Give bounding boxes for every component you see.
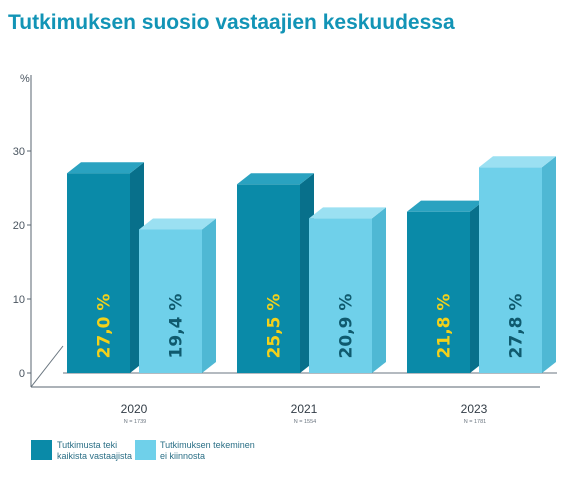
- chart-title: Tutkimuksen suosio vastaajien keskuudess…: [8, 11, 455, 34]
- x-tick-label: 2021: [291, 402, 318, 416]
- bar-value-label: 25,5 %: [265, 294, 285, 359]
- legend-swatch-series-2: [135, 440, 156, 460]
- sample-size-label: N = 1739: [124, 419, 146, 425]
- bar-side: [542, 156, 556, 373]
- bar-2023-series-2: 27,8 %: [479, 156, 556, 373]
- bar-2021-series-1: 25,5 %: [237, 173, 314, 373]
- bar-side: [372, 207, 386, 373]
- bar-value-label: 20,9 %: [337, 294, 357, 359]
- sample-size-label: N = 1554: [294, 419, 316, 425]
- bar-top: [67, 162, 144, 174]
- bar-value-label: 27,8 %: [507, 294, 527, 359]
- bar-front: [407, 211, 470, 373]
- x-tick-labels: 2020 N = 1739 2021 N = 1554 2023 N = 1781: [121, 402, 488, 425]
- bar-top: [479, 156, 556, 168]
- bar-2021-series-2: 20,9 %: [309, 207, 386, 373]
- y-tick-label: 10: [13, 294, 25, 306]
- bar-top: [309, 207, 386, 219]
- x-tick-label: 2020: [121, 402, 148, 416]
- y-tick-labels: 0 10 20 30: [13, 146, 31, 380]
- bar-2020-series-1: 27,0 %: [67, 162, 144, 373]
- bar-value-label: 19,4 %: [167, 294, 187, 359]
- bar-front: [479, 167, 542, 373]
- y-axis-unit: %: [20, 73, 30, 85]
- bar-top: [139, 218, 216, 230]
- bar-top: [407, 200, 484, 212]
- bar-front: [237, 184, 300, 373]
- bar-value-label: 27,0 %: [95, 294, 115, 359]
- sample-size-label: N = 1781: [464, 419, 486, 425]
- y-tick-label: 20: [13, 220, 25, 232]
- y-tick-label: 30: [13, 146, 25, 158]
- bar-2023-series-1: 21,8 %: [407, 200, 484, 373]
- legend-label-series-2: Tutkimuksen tekeminen: [160, 440, 255, 450]
- bar-front: [139, 229, 202, 373]
- bar-top: [237, 173, 314, 185]
- legend-label-series-1-line-2: kaikista vastaajista: [57, 451, 132, 461]
- x-tick-label: 2023: [461, 402, 488, 416]
- floor-left-edge: [30, 345, 64, 388]
- bars: 27,0 % 25,5 % 21,8 % 19,4 % 20,9 % 27,8 %: [67, 156, 556, 373]
- bar-front: [67, 173, 130, 373]
- legend-swatch-series-1: [31, 440, 52, 460]
- legend-label-series-1: Tutkimusta teki: [57, 440, 117, 450]
- bar-2020-series-2: 19,4 %: [139, 218, 216, 373]
- bar-side: [202, 218, 216, 373]
- bar-front: [309, 218, 372, 373]
- y-tick-label: 0: [19, 368, 25, 380]
- legend: Tutkimusta teki kaikista vastaajista Tut…: [31, 440, 255, 461]
- legend-label-series-2-line-2: ei kiinnosta: [160, 451, 205, 461]
- bar-value-label: 21,8 %: [435, 294, 455, 359]
